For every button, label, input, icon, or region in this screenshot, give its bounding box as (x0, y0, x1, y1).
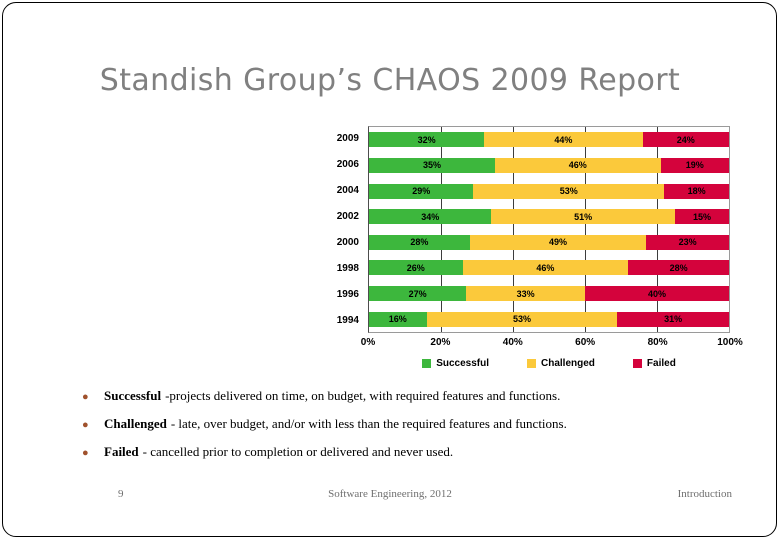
chaos-report-chart: 2009 2006 2004 2002 2000 1998 1996 1994 32% 44% 2… (323, 122, 743, 372)
chart-bar-segment-successful: 29% (369, 183, 474, 199)
chart-bar-row: 29% 53% 18% (369, 183, 729, 199)
chart-bar-segment-successful: 27% (369, 286, 467, 302)
chart-bar-segment-failed: 15% (674, 209, 729, 225)
chart-legend: Successful Challenged Failed (368, 354, 730, 372)
chart-legend-label: Successful (436, 357, 489, 369)
chart-bar-segment-challenged: 53% (473, 183, 665, 199)
chart-bar-row: 32% 44% 24% (369, 132, 729, 148)
chart-x-tick: 100% (717, 337, 743, 348)
chart-bar-segment-failed: 28% (628, 260, 729, 276)
chart-bar-row: 26% 46% 28% (369, 260, 729, 276)
chart-bar-segment-failed: 18% (664, 183, 729, 199)
chart-x-tick: 0% (360, 337, 376, 348)
chart-legend-item: Challenged (527, 358, 595, 369)
definitions-list: ● Successful -projects delivered on time, … (82, 388, 722, 472)
chart-bar-segment-successful: 16% (369, 311, 427, 327)
chart-bar-segment-successful: 35% (369, 157, 495, 173)
bullet-dot-icon: ● (82, 419, 89, 431)
bullet-dot-icon: ● (82, 447, 89, 459)
chart-bar-segment-failed: 23% (646, 234, 729, 250)
chart-legend-label: Failed (646, 357, 676, 369)
chart-x-tick: 60% (575, 337, 596, 348)
chart-bar-row: 35% 46% 19% (369, 157, 729, 173)
chart-bar-segment-successful: 28% (369, 234, 470, 250)
chart-legend-item: Failed (632, 357, 676, 369)
chart-bar-segment-challenged: 33% (466, 286, 585, 302)
chart-bar-segment-failed: 40% (584, 286, 729, 302)
footer-section-label: Introduction (677, 488, 732, 500)
chart-y-label: 1994 (336, 314, 359, 326)
chart-x-tick: 80% (647, 337, 668, 348)
chart-bar-row: 27% 33% 40% (369, 286, 729, 302)
list-item: ● Successful -projects delivered on time, … (82, 388, 722, 404)
chart-bar-segment-successful: 34% (369, 209, 492, 225)
definition-description: - late, over budget, and/or with less th… (170, 416, 567, 431)
chart-y-label: 2000 (336, 236, 359, 248)
chart-bar-segment-challenged: 46% (462, 260, 629, 276)
chart-bar-rows: 32% 44% 24% 35% 46% 19% 29% 53% 18% 34% 51% 15% 28% 4… (369, 127, 729, 332)
footer-page-number: 9 (118, 488, 124, 500)
chart-bar-segment-failed: 31% (617, 311, 729, 327)
chart-inner: 2009 2006 2004 2002 2000 1998 1996 1994 32% 44% 2… (323, 122, 743, 372)
chart-y-label: 2009 (336, 133, 359, 145)
chart-bar-segment-failed: 19% (660, 157, 729, 173)
chart-x-tick: 20% (430, 337, 451, 348)
legend-swatch-icon (527, 358, 536, 368)
list-item: ● Failed - cancelled prior to completion o… (82, 444, 722, 460)
chart-y-label: 2004 (336, 185, 359, 197)
chart-bar-row: 16% 53% 31% (369, 311, 729, 327)
definition-term: Challenged (104, 416, 167, 431)
chart-bar-row: 34% 51% 15% (369, 209, 729, 225)
chart-y-label: 1996 (336, 288, 359, 300)
chart-y-label: 1998 (336, 262, 359, 274)
page-title: Standish Group’s CHAOS 2009 Report (99, 63, 681, 98)
definition-description: -projects delivered on time, on budget, … (165, 388, 561, 403)
chart-y-axis-labels: 2009 2006 2004 2002 2000 1998 1996 1994 (323, 126, 365, 333)
chart-bar-segment-successful: 32% (369, 132, 485, 148)
footer-course-label: Software Engineering, 2012 (328, 488, 452, 500)
legend-swatch-icon (632, 358, 642, 368)
bullet-dot-icon: ● (82, 391, 89, 403)
chart-bar-segment-challenged: 49% (469, 234, 647, 250)
chart-bar-segment-challenged: 44% (484, 132, 643, 148)
chart-bar-segment-failed: 24% (642, 132, 729, 148)
chart-bar-segment-successful: 26% (369, 260, 463, 276)
chart-bar-row: 28% 49% 23% (369, 234, 729, 250)
chart-y-label: 2002 (336, 211, 359, 223)
chart-x-tick: 40% (502, 337, 523, 348)
chart-plot-area: 32% 44% 24% 35% 46% 19% 29% 53% 18% 34% 51% 15% 28% 4… (368, 126, 730, 333)
definition-term: Successful (104, 388, 162, 403)
chart-bar-segment-challenged: 46% (495, 157, 661, 173)
definition-description: - cancelled prior to completion or deliv… (142, 444, 454, 459)
chart-legend-item: Successful (422, 358, 489, 369)
chart-legend-label: Challenged (541, 357, 595, 369)
legend-swatch-icon (422, 358, 432, 368)
chart-x-axis-labels: 0% 20% 40% 60% 80% 100% (361, 335, 743, 351)
chart-bar-segment-challenged: 53% (426, 311, 618, 327)
list-item: ● Challenged - late, over budget, and/or w… (82, 416, 722, 432)
chart-bar-segment-challenged: 51% (491, 209, 675, 225)
chart-y-label: 2006 (336, 159, 359, 171)
definition-term: Failed (104, 444, 139, 459)
slide-footer: 9 Software Engineering, 2012 Introductio… (0, 488, 780, 508)
